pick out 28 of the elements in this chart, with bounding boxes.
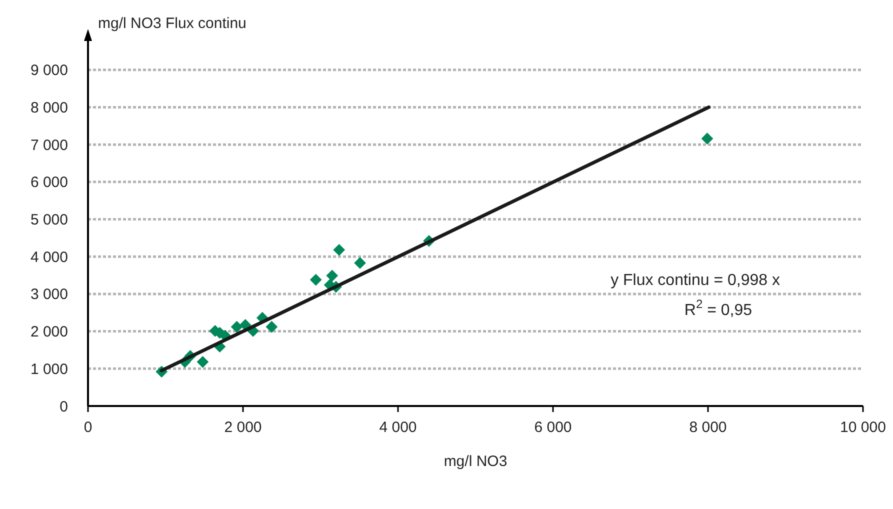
point (230, 320, 243, 333)
y-axis-title: mg/l NO3 Flux continu (98, 15, 246, 32)
y-tick-label: 4 000 (30, 248, 68, 266)
y-tick-label: 8 000 (30, 99, 68, 116)
annotation: R$^{2}$ = 0,95 (684, 297, 752, 319)
y-tick-label: 2 000 (30, 324, 68, 341)
point (266, 320, 278, 333)
x-tick-label: 0 (84, 419, 92, 436)
x-tick-label: 2 000 (224, 419, 262, 436)
x-tick-label: 6 000 (534, 419, 572, 436)
x-axis-title: mg/l NO3 (444, 453, 508, 470)
y-tick-label: 1 000 (30, 360, 68, 378)
point (701, 132, 714, 145)
y-tick-label: 5 000 (30, 212, 68, 229)
y-tick-label: 3 000 (30, 286, 68, 304)
annotation: y Flux continu = 0,998 x (610, 272, 780, 289)
y-tick-label: 6 000 (30, 174, 68, 192)
point (196, 356, 209, 368)
point (333, 244, 346, 256)
x-tick-label: 4 000 (379, 419, 417, 436)
point (354, 257, 366, 269)
point (310, 274, 322, 286)
x-tick-label: 10 000 (840, 419, 886, 436)
y-tick-label: 7 000 (30, 136, 68, 154)
point (326, 270, 338, 282)
x-tick-label: 8 000 (689, 419, 727, 436)
y-tick-label: 9 000 (30, 62, 68, 80)
y-tick-label: 0 (60, 398, 68, 416)
